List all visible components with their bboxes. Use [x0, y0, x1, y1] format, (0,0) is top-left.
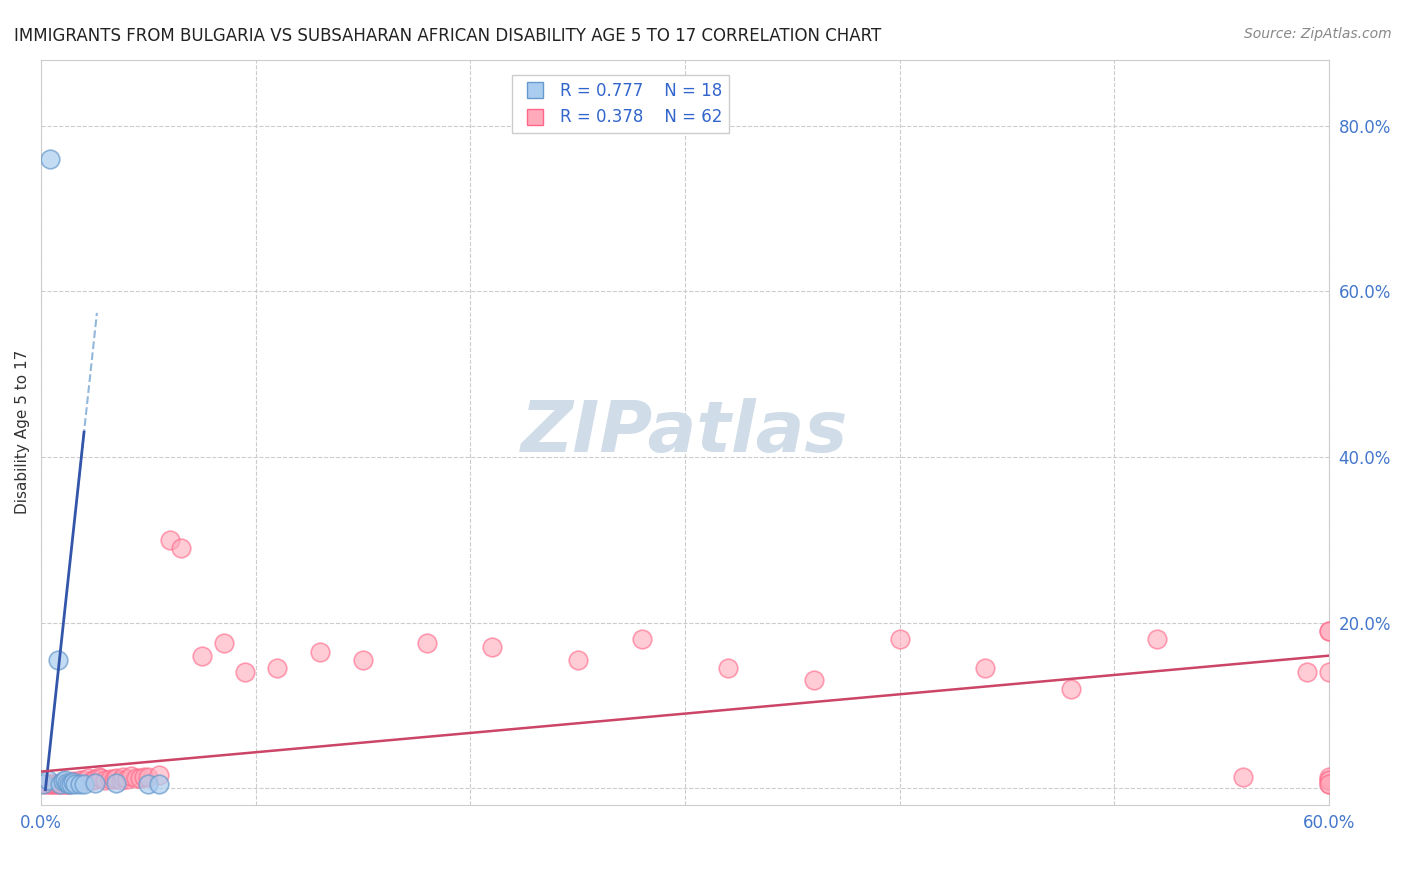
- Point: [1317, 624, 1340, 638]
- Point: [1317, 772, 1340, 787]
- Point: [58, 777, 80, 791]
- Point: [65, 777, 87, 791]
- Point: [212, 636, 235, 650]
- Point: [159, 533, 181, 547]
- Point: [416, 636, 439, 650]
- Point: [1296, 665, 1319, 680]
- Point: [62, 775, 84, 789]
- Point: [103, 772, 125, 786]
- Point: [77, 771, 100, 785]
- Point: [120, 769, 142, 783]
- Point: [73, 777, 96, 791]
- Point: [1146, 632, 1168, 646]
- Text: ZIPatlas: ZIPatlas: [522, 398, 849, 467]
- Point: [266, 661, 288, 675]
- Point: [124, 771, 146, 785]
- Point: [110, 772, 132, 787]
- Point: [309, 644, 332, 658]
- Point: [34, 777, 56, 791]
- Point: [53, 772, 76, 787]
- Point: [58, 777, 80, 791]
- Point: [46, 653, 69, 667]
- Point: [889, 632, 911, 646]
- Point: [1317, 665, 1340, 680]
- Point: [974, 661, 997, 675]
- Point: [83, 772, 105, 786]
- Point: [1317, 772, 1340, 787]
- Point: [52, 774, 75, 789]
- Point: [1317, 624, 1340, 638]
- Point: [1232, 770, 1254, 784]
- Point: [42, 777, 65, 791]
- Legend: R = 0.777    N = 18, R = 0.378    N = 62: R = 0.777 N = 18, R = 0.378 N = 62: [512, 76, 730, 133]
- Point: [94, 772, 117, 787]
- Point: [138, 770, 160, 784]
- Point: [38, 152, 60, 166]
- Point: [52, 777, 75, 791]
- Point: [87, 770, 110, 784]
- Point: [73, 772, 96, 787]
- Point: [98, 772, 121, 786]
- Point: [83, 776, 105, 790]
- Point: [115, 772, 138, 786]
- Point: [169, 541, 191, 555]
- Point: [56, 776, 79, 790]
- Point: [56, 777, 79, 791]
- Point: [481, 640, 503, 655]
- Point: [138, 777, 160, 791]
- Point: [352, 653, 374, 667]
- Point: [53, 777, 76, 791]
- Point: [69, 772, 91, 787]
- Text: IMMIGRANTS FROM BULGARIA VS SUBSAHARAN AFRICAN DISABILITY AGE 5 TO 17 CORRELATIO: IMMIGRANTS FROM BULGARIA VS SUBSAHARAN A…: [14, 27, 882, 45]
- Point: [90, 771, 112, 785]
- Point: [128, 771, 150, 785]
- Point: [631, 632, 654, 646]
- Point: [1060, 681, 1083, 696]
- Point: [65, 775, 87, 789]
- Point: [717, 661, 740, 675]
- Point: [111, 770, 134, 784]
- Point: [803, 673, 825, 688]
- Point: [82, 772, 104, 787]
- Point: [38, 777, 60, 791]
- Point: [191, 648, 214, 663]
- Point: [41, 777, 63, 791]
- Point: [32, 777, 55, 791]
- Point: [49, 777, 72, 791]
- Point: [37, 777, 59, 791]
- Point: [46, 777, 69, 791]
- Point: [49, 777, 72, 791]
- Point: [105, 776, 128, 790]
- Point: [148, 777, 170, 791]
- Point: [105, 771, 128, 785]
- Point: [45, 777, 67, 791]
- Point: [1317, 777, 1340, 791]
- Point: [37, 772, 59, 787]
- Point: [69, 777, 91, 791]
- Text: Source: ZipAtlas.com: Source: ZipAtlas.com: [1244, 27, 1392, 41]
- Point: [1317, 770, 1340, 784]
- Point: [567, 653, 589, 667]
- Y-axis label: Disability Age 5 to 17: Disability Age 5 to 17: [15, 350, 30, 515]
- Point: [62, 774, 84, 789]
- Point: [60, 777, 83, 791]
- Point: [1317, 777, 1340, 791]
- Point: [148, 768, 170, 782]
- Point: [233, 665, 256, 680]
- Point: [134, 770, 156, 784]
